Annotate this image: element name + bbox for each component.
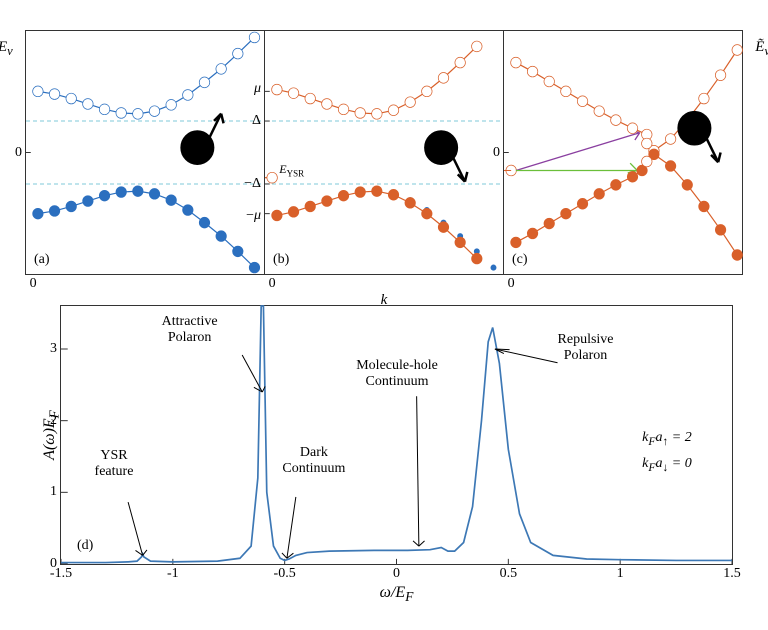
annot-mh-l2: Continuum	[366, 374, 429, 389]
panel-c-xstart: 0	[508, 276, 515, 292]
panel-b-plot	[265, 31, 503, 274]
annot-ysr-l2: feature	[95, 464, 134, 479]
panel-d-y2: 2	[50, 413, 57, 429]
annot-rep-l2: Polaron	[564, 348, 608, 363]
panel-b-delta: Δ	[252, 113, 261, 129]
panel-d-x15: 1.5	[723, 566, 741, 582]
panel-a-plot	[26, 31, 264, 274]
annot-dark: Dark Continuum	[282, 445, 345, 477]
annot-ysr: YSR feature	[95, 448, 134, 480]
panel-a-xstart: 0	[30, 276, 37, 292]
panel-d-xn15: -1.5	[50, 566, 72, 582]
panel-a-label: (a)	[34, 252, 50, 268]
annot-attr-l1: Attractive	[162, 314, 218, 329]
panel-d-xn1: -1	[167, 566, 179, 582]
panel-b-xstart: 0	[269, 276, 276, 292]
panel-b-mu: μ	[254, 81, 261, 97]
panel-c: Ẽν 0 0 (c)	[504, 30, 743, 275]
panel-d-y3: 3	[50, 341, 57, 357]
panel-d-x1: 1	[617, 566, 624, 582]
panel-d-x0: 0	[393, 566, 400, 582]
panel-d-xlabel: ω/EF	[380, 584, 414, 605]
panel-a: Eν 0 0 (a)	[25, 30, 265, 275]
top-row: Eν 0 0 (a) μ Δ −Δ −μ EYSR 0 k (b) Ẽν 0 0…	[25, 30, 743, 275]
panel-a-ylabel: Eν	[0, 39, 13, 59]
panel-b-ysr-label: EYSR	[279, 162, 304, 178]
panel-b-negdelta: −Δ	[244, 176, 261, 192]
param-1: kFa↑ = 2	[642, 430, 692, 448]
annot-rep-l1: Repulsive	[558, 332, 614, 347]
panel-c-ylabel: Ẽν	[755, 39, 768, 59]
annot-mh-l1: Molecule-hole	[356, 358, 438, 373]
panel-a-zero: 0	[15, 145, 22, 161]
panel-d-xn05: -0.5	[274, 566, 296, 582]
annot-attractive: Attractive Polaron	[162, 314, 218, 346]
panel-c-plot	[504, 31, 742, 274]
annot-molhole: Molecule-hole Continuum	[356, 358, 438, 390]
param-2: kFa↓ = 0	[642, 456, 692, 474]
annot-dark-l2: Continuum	[282, 461, 345, 476]
annot-dark-l1: Dark	[300, 445, 328, 460]
annot-ysr-l1: YSR	[100, 448, 127, 463]
panel-d: A(ω)EF (d) ω/EF 0 1 2 3 -1.5 -1 -0.5 0 0…	[60, 305, 733, 565]
panel-b: μ Δ −Δ −μ EYSR 0 k (b)	[265, 30, 504, 275]
panel-c-label: (c)	[512, 252, 528, 268]
panel-d-y1: 1	[50, 484, 57, 500]
panel-c-zero: 0	[493, 145, 500, 161]
panel-b-label: (b)	[273, 252, 289, 268]
annot-attr-l2: Polaron	[168, 330, 212, 345]
panel-d-label: (d)	[77, 538, 93, 554]
panel-d-x05: 0.5	[500, 566, 518, 582]
panel-b-negmu: −μ	[246, 208, 261, 224]
annot-repulsive: Repulsive Polaron	[558, 332, 614, 364]
